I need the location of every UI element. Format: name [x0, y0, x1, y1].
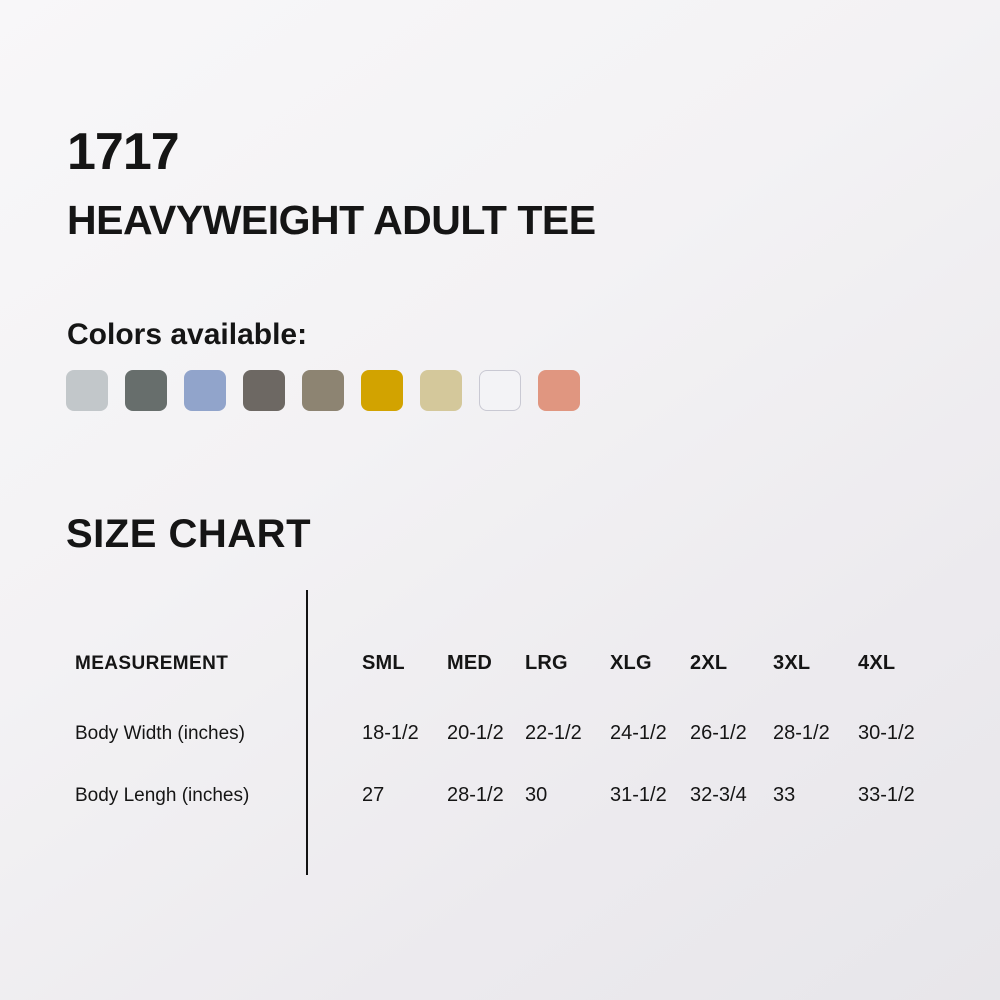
body-width-row: Body Width (inches) 18-1/2 20-1/2 22-1/2… — [75, 722, 945, 745]
body-length-row: Body Lengh (inches) 27 28-1/2 30 31-1/2 … — [75, 784, 945, 807]
color-swatch — [302, 370, 344, 411]
size-value-cell: 33 — [773, 784, 796, 806]
product-code: 1717 — [67, 123, 180, 181]
measurement-row-label: Body Width (inches) — [75, 723, 246, 744]
color-swatch — [66, 370, 108, 411]
size-value-cell: 28-1/2 — [773, 722, 830, 744]
measurement-row-label: Body Lengh (inches) — [75, 785, 250, 806]
size-value-cell: 33-1/2 — [858, 784, 915, 806]
color-swatch — [420, 370, 462, 411]
size-value-cell: 31-1/2 — [610, 784, 667, 806]
size-chart-header-row: MEASUREMENT SML MED LRG XLG 2XL 3XL 4XL — [75, 652, 945, 675]
size-chart-title: SIZE CHART — [66, 512, 311, 556]
size-column-header: SML — [362, 652, 405, 674]
size-value-cell: 24-1/2 — [610, 722, 667, 744]
color-swatch — [538, 370, 580, 411]
color-swatch — [184, 370, 226, 411]
color-swatch — [125, 370, 167, 411]
size-value-cell: 22-1/2 — [525, 722, 582, 744]
size-value-cell: 30-1/2 — [858, 722, 915, 744]
size-column-header: XLG — [610, 652, 652, 674]
size-value-cell: 27 — [362, 784, 385, 806]
product-name: HEAVYWEIGHT ADULT TEE — [67, 197, 596, 243]
size-column-header: 4XL — [858, 652, 896, 674]
color-swatch — [479, 370, 521, 411]
size-value-cell: 20-1/2 — [447, 722, 504, 744]
size-value-cell: 18-1/2 — [362, 722, 419, 744]
measurement-column-header: MEASUREMENT — [75, 653, 229, 674]
size-column-header: MED — [447, 652, 493, 674]
color-swatch — [243, 370, 285, 411]
size-column-header: LRG — [525, 652, 568, 674]
size-value-cell: 28-1/2 — [447, 784, 504, 806]
size-value-cell: 26-1/2 — [690, 722, 747, 744]
color-swatch-row — [66, 370, 580, 411]
size-value-cell: 32-3/4 — [690, 784, 747, 806]
size-column-header: 3XL — [773, 652, 811, 674]
size-value-cell: 30 — [525, 784, 548, 806]
size-column-header: 2XL — [690, 652, 728, 674]
colors-available-label: Colors available: — [67, 318, 308, 351]
color-swatch — [361, 370, 403, 411]
table-divider-line — [306, 590, 308, 875]
